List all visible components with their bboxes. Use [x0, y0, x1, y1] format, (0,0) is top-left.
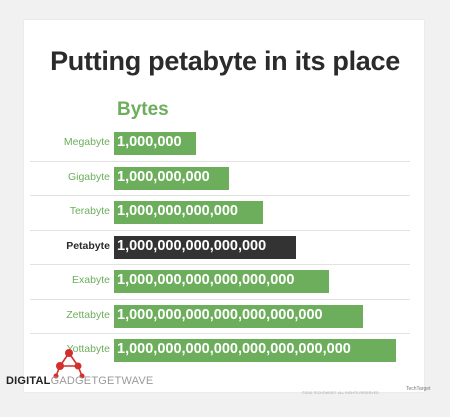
bar-row-zettabyte: Zettabyte 1,000,000,000,000,000,000,000	[30, 304, 410, 329]
molecule-logo-icon	[53, 349, 85, 379]
copyright-text: ©2015 TECHTARGET. ALL RIGHTS RESERVED	[302, 391, 379, 395]
bar-value-label: 1,000,000,000	[117, 168, 210, 185]
bar-row-exabyte: Exabyte 1,000,000,000,000,000,000	[30, 270, 410, 294]
chart-title: Putting petabyte in its place	[50, 46, 400, 76]
category-label: Zettabyte	[66, 308, 110, 321]
bar-value-label: 1,000,000,000,000,000,000	[117, 272, 295, 288]
row-separator	[30, 333, 410, 334]
category-label: Yottabyte	[66, 343, 110, 355]
bar-value-label: 1,000,000,000,000,000,000,000	[117, 306, 323, 323]
row-separator	[30, 229, 410, 231]
row-separator	[30, 160, 410, 162]
category-label: Terabyte	[69, 205, 110, 217]
row-separator	[30, 195, 410, 196]
bar-row-megabyte: Megabyte 1,000,000	[30, 132, 410, 156]
bar	[114, 270, 330, 293]
brand-part2: GADGETGETWAVE	[50, 375, 154, 387]
row-separator	[30, 298, 410, 300]
bar	[114, 201, 263, 224]
column-header: Bytes	[117, 99, 169, 120]
bar-row-gigabyte: Gigabyte 1,000,000,000	[30, 166, 410, 191]
bar-value-label: 1,000,000	[117, 134, 182, 150]
bar-row-terabyte: Terabyte 1,000,000,000,000	[30, 201, 410, 225]
brand-part1: DIGITAL	[6, 375, 51, 387]
category-label: Megabyte	[63, 136, 110, 148]
bar	[114, 339, 396, 362]
bar-row-petabyte: Petabyte 1,000,000,000,000,000	[30, 235, 410, 260]
category-label: Petabyte	[66, 239, 110, 252]
bar-value-label: 1,000,000,000,000,000	[117, 237, 267, 254]
bar	[114, 132, 196, 155]
bar-row-yottabyte: Yottabyte 1,000,000,000,000,000,000,000,0…	[30, 339, 410, 363]
publisher-logo: TechTarget	[406, 386, 431, 392]
brand-watermark: DIGITALGADGETGETWAVE	[6, 375, 153, 387]
row-separator	[30, 264, 410, 265]
bar	[114, 304, 363, 328]
bar-value-label: 1,000,000,000,000,000,000,000,000	[117, 341, 351, 357]
category-label: Exabyte	[72, 274, 110, 286]
bar-value-label: 1,000,000,000,000	[117, 203, 238, 219]
bar	[114, 166, 230, 190]
bar	[114, 235, 296, 259]
category-label: Gigabyte	[67, 170, 110, 183]
